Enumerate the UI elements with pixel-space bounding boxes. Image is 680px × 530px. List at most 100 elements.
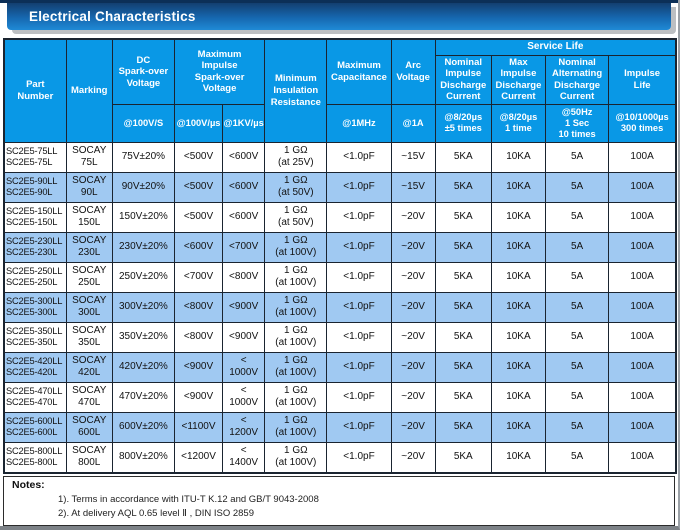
cell-marking: SOCAY 300L bbox=[65, 291, 113, 323]
cell-marking: SOCAY 800L bbox=[65, 441, 113, 474]
subheader-impulse-life-condition: @10/1000µs 300 times bbox=[608, 103, 677, 143]
cell-arc: ~20V bbox=[390, 291, 436, 323]
cell-nom_alt: 5A bbox=[544, 261, 610, 293]
cell-dc: 300V±20% bbox=[111, 291, 175, 323]
cell-ins: 1 GΩ (at 25V) bbox=[264, 141, 328, 173]
cell-life: 100A bbox=[608, 171, 677, 203]
cell-imp100: <1200V bbox=[173, 441, 224, 474]
cell-nom_alt: 5A bbox=[544, 201, 610, 233]
header-row-top: Part Number Marking DC Spark-over Voltag… bbox=[3, 38, 677, 143]
cell-max_imp: 10KA bbox=[490, 321, 547, 353]
col-header-nominal-alternating-discharge: Nominal Alternating Discharge Current bbox=[544, 54, 610, 105]
table-body: SC2E5-75LL SC2E5-75L SOCAY 75L 75V±20% <500… bbox=[3, 141, 677, 474]
cell-part: SC2E5-800LL SC2E5-800L bbox=[3, 441, 67, 474]
cell-arc: ~20V bbox=[390, 261, 436, 293]
cell-ins: 1 GΩ (at 100V) bbox=[264, 441, 328, 474]
cell-arc: ~20V bbox=[390, 381, 436, 413]
subheader-capacitance-condition: @1MHz bbox=[326, 103, 392, 143]
col-header-nominal-impulse-discharge: Nominal Impulse Discharge Current bbox=[434, 54, 492, 105]
cell-dc: 420V±20% bbox=[111, 351, 175, 383]
col-header-max-capacitance: Maximum Capacitance bbox=[326, 38, 392, 105]
cell-dc: 800V±20% bbox=[111, 441, 175, 474]
cell-nom_imp: 5KA bbox=[434, 381, 492, 413]
cell-cap: <1.0pF bbox=[326, 351, 392, 383]
cell-max_imp: 10KA bbox=[490, 201, 547, 233]
cell-part: SC2E5-75LL SC2E5-75L bbox=[3, 141, 67, 173]
cell-cap: <1.0pF bbox=[326, 441, 392, 474]
cell-arc: ~20V bbox=[390, 231, 436, 263]
cell-ins: 1 GΩ (at 100V) bbox=[264, 231, 328, 263]
table-row: SC2E5-300LL SC2E5-300L SOCAY 300L 300V±20%… bbox=[3, 291, 677, 323]
cell-imp100: <900V bbox=[173, 351, 224, 383]
table-row: SC2E5-75LL SC2E5-75L SOCAY 75L 75V±20% <500… bbox=[3, 141, 677, 173]
cell-marking: SOCAY 420L bbox=[65, 351, 113, 383]
cell-max_imp: 10KA bbox=[490, 351, 547, 383]
page-top-border bbox=[0, 0, 678, 3]
cell-max_imp: 10KA bbox=[490, 411, 547, 443]
cell-cap: <1.0pF bbox=[326, 231, 392, 263]
cell-life: 100A bbox=[608, 201, 677, 233]
subheader-impulse-100v: @100V/µs bbox=[173, 103, 224, 143]
cell-part: SC2E5-150LL SC2E5-150L bbox=[3, 201, 67, 233]
cell-max_imp: 10KA bbox=[490, 231, 547, 263]
cell-nom_imp: 5KA bbox=[434, 411, 492, 443]
notes-title: Notes: bbox=[12, 478, 45, 491]
cell-nom_imp: 5KA bbox=[434, 351, 492, 383]
cell-nom_alt: 5A bbox=[544, 441, 610, 474]
cell-arc: ~15V bbox=[390, 171, 436, 203]
cell-dc: 250V±20% bbox=[111, 261, 175, 293]
cell-life: 100A bbox=[608, 291, 677, 323]
cell-max_imp: 10KA bbox=[490, 441, 547, 474]
cell-nom_alt: 5A bbox=[544, 381, 610, 413]
cell-life: 100A bbox=[608, 441, 677, 474]
cell-nom_alt: 5A bbox=[544, 351, 610, 383]
cell-life: 100A bbox=[608, 231, 677, 263]
cell-imp100: <800V bbox=[173, 321, 224, 353]
cell-max_imp: 10KA bbox=[490, 141, 547, 173]
cell-ins: 1 GΩ (at 50V) bbox=[264, 171, 328, 203]
cell-max_imp: 10KA bbox=[490, 291, 547, 323]
cell-ins: 1 GΩ (at 100V) bbox=[264, 291, 328, 323]
cell-life: 100A bbox=[608, 381, 677, 413]
cell-imp100: <900V bbox=[173, 381, 224, 413]
cell-nom_alt: 5A bbox=[544, 321, 610, 353]
section-title-bar: Electrical Characteristics bbox=[7, 3, 671, 30]
subheader-dc-condition: @100V/S bbox=[111, 103, 175, 143]
cell-cap: <1.0pF bbox=[326, 411, 392, 443]
table-row: SC2E5-250LL SC2E5-250L SOCAY 250L 250V±20%… bbox=[3, 261, 677, 293]
cell-marking: SOCAY 75L bbox=[65, 141, 113, 173]
cell-marking: SOCAY 470L bbox=[65, 381, 113, 413]
table-header: Part Number Marking DC Spark-over Voltag… bbox=[3, 38, 677, 143]
cell-dc: 75V±20% bbox=[111, 141, 175, 173]
subheader-impulse-1kv: @1KV/µs bbox=[222, 103, 266, 143]
col-header-marking: Marking bbox=[65, 38, 113, 143]
cell-imp100: <500V bbox=[173, 141, 224, 173]
cell-marking: SOCAY 150L bbox=[65, 201, 113, 233]
cell-dc: 600V±20% bbox=[111, 411, 175, 443]
cell-imp1kv: <600V bbox=[222, 141, 266, 173]
col-header-part-number: Part Number bbox=[3, 38, 67, 143]
cell-dc: 350V±20% bbox=[111, 321, 175, 353]
note-item-1: 1). Terms in accordance with ITU-T K.12 … bbox=[58, 493, 319, 505]
cell-ins: 1 GΩ (at 100V) bbox=[264, 351, 328, 383]
col-header-service-life: Service Life bbox=[434, 38, 677, 56]
cell-life: 100A bbox=[608, 261, 677, 293]
cell-marking: SOCAY 250L bbox=[65, 261, 113, 293]
cell-imp100: <800V bbox=[173, 291, 224, 323]
cell-imp100: <600V bbox=[173, 231, 224, 263]
cell-cap: <1.0pF bbox=[326, 261, 392, 293]
cell-arc: ~20V bbox=[390, 201, 436, 233]
col-header-dc-spark-over: DC Spark-over Voltage bbox=[111, 38, 175, 105]
cell-ins: 1 GΩ (at 100V) bbox=[264, 381, 328, 413]
cell-dc: 90V±20% bbox=[111, 171, 175, 203]
cell-arc: ~20V bbox=[390, 441, 436, 474]
cell-cap: <1.0pF bbox=[326, 381, 392, 413]
cell-part: SC2E5-420LL SC2E5-420L bbox=[3, 351, 67, 383]
cell-max_imp: 10KA bbox=[490, 261, 547, 293]
cell-dc: 150V±20% bbox=[111, 201, 175, 233]
cell-ins: 1 GΩ (at 50V) bbox=[264, 201, 328, 233]
table-row: SC2E5-600LL SC2E5-600L SOCAY 600L 600V±20%… bbox=[3, 411, 677, 443]
cell-imp1kv: < 1200V bbox=[222, 411, 266, 443]
cell-part: SC2E5-230LL SC2E5-230L bbox=[3, 231, 67, 263]
cell-ins: 1 GΩ (at 100V) bbox=[264, 411, 328, 443]
